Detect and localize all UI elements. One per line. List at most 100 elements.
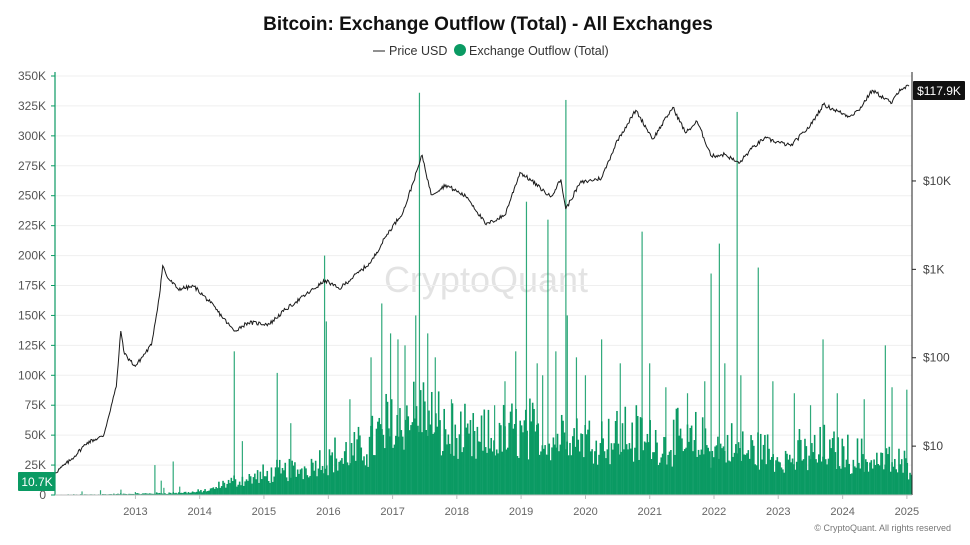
outflow-bar xyxy=(820,461,823,495)
outflow-bar xyxy=(791,458,794,495)
outflow-bar xyxy=(490,437,492,495)
outflow-bar xyxy=(766,434,769,495)
right-tick-label: $10K xyxy=(923,174,951,188)
outflow-spike xyxy=(370,357,372,495)
legend-label-outflow[interactable]: Exchange Outflow (Total) xyxy=(469,44,609,58)
outflow-bar xyxy=(260,479,263,495)
outflow-bar xyxy=(659,462,661,495)
outflow-bar xyxy=(323,473,325,495)
outflow-bar xyxy=(688,441,690,495)
outflow-bar xyxy=(768,448,770,495)
outflow-bar xyxy=(650,458,653,495)
outflow-bar xyxy=(750,435,752,495)
outflow-bar xyxy=(254,473,256,495)
left-tick-label: 275K xyxy=(18,159,46,173)
outflow-bar xyxy=(429,424,432,495)
outflow-bar xyxy=(317,468,320,495)
outflow-bar xyxy=(455,438,458,495)
outflow-bar xyxy=(735,444,737,495)
outflow-bar xyxy=(146,493,148,495)
outflow-bar xyxy=(847,434,849,495)
outflow-bar xyxy=(689,427,692,495)
outflow-bar xyxy=(690,425,693,495)
outflow-bar xyxy=(783,472,786,495)
outflow-bar xyxy=(616,410,618,495)
outflow-bar xyxy=(621,423,624,495)
left-tick-label: 325K xyxy=(18,99,46,113)
outflow-bar xyxy=(706,445,708,495)
outflow-bar xyxy=(798,429,801,495)
outflow-bar xyxy=(692,451,694,495)
outflow-bar xyxy=(227,479,230,495)
outflow-bar xyxy=(363,456,365,495)
outflow-bar xyxy=(526,430,528,495)
outflow-bar xyxy=(457,458,459,495)
outflow-bar xyxy=(506,447,509,495)
outflow-bar xyxy=(501,451,504,495)
outflow-bar xyxy=(910,474,913,495)
outflow-bar xyxy=(795,461,798,495)
outflow-bar xyxy=(737,442,740,495)
outflow-bar xyxy=(696,456,698,495)
outflow-bar xyxy=(844,467,846,495)
outflow-bar xyxy=(747,450,750,495)
outflow-bar xyxy=(714,446,716,495)
outflow-bar xyxy=(305,468,307,495)
outflow-bar xyxy=(895,469,897,495)
outflow-bar xyxy=(887,454,889,495)
outflow-bar xyxy=(623,449,625,495)
outflow-spike xyxy=(891,387,893,495)
outflow-bar xyxy=(570,455,573,495)
outflow-bar xyxy=(419,390,422,495)
outflow-bar xyxy=(497,453,499,495)
outflow-bar xyxy=(191,491,194,495)
outflow-bar xyxy=(638,459,640,495)
outflow-bar xyxy=(882,469,885,495)
outflow-bar xyxy=(858,462,860,495)
price-badge-label: $117.9K xyxy=(917,84,961,98)
outflow-bar xyxy=(845,459,848,495)
outflow-bar xyxy=(425,430,428,495)
outflow-bar xyxy=(678,435,680,495)
outflow-spike xyxy=(641,231,643,495)
outflow-bar xyxy=(537,423,539,495)
outflow-bar xyxy=(502,404,505,495)
outflow-bar xyxy=(500,425,502,495)
left-tick-label: 175K xyxy=(18,279,46,293)
outflow-spike xyxy=(686,393,689,495)
outflow-bar xyxy=(219,487,222,495)
outflow-bar xyxy=(653,452,656,495)
outflow-spike xyxy=(649,363,651,495)
outflow-bar xyxy=(266,470,269,495)
legend-label-price[interactable]: Price USD xyxy=(389,44,447,58)
outflow-spike xyxy=(566,315,568,495)
outflow-spike xyxy=(120,489,122,495)
outflow-bar xyxy=(396,414,398,495)
outflow-bar xyxy=(178,492,180,495)
outflow-bar xyxy=(258,482,260,495)
outflow-spike xyxy=(418,92,421,495)
outflow-bar xyxy=(352,455,354,495)
x-tick-label: 2018 xyxy=(445,506,469,518)
x-tick-label: 2022 xyxy=(702,506,726,518)
outflow-bar xyxy=(682,451,685,495)
x-tick-label: 2013 xyxy=(123,506,147,518)
outflow-bar xyxy=(596,464,599,495)
outflow-bar xyxy=(489,448,491,495)
outflow-bar xyxy=(602,438,604,495)
outflow-bar xyxy=(670,450,672,495)
outflow-bar xyxy=(454,424,457,495)
outflow-bar xyxy=(142,493,144,495)
outflow-bar xyxy=(186,493,188,495)
outflow-bar xyxy=(806,470,809,495)
outflow-bar xyxy=(222,480,224,495)
outflow-bar xyxy=(386,401,389,495)
outflow-bars xyxy=(55,92,913,496)
outflow-bar xyxy=(480,415,483,495)
outflow-bar xyxy=(263,476,266,495)
outflow-bar xyxy=(410,425,412,495)
outflow-bar xyxy=(436,426,439,495)
outflow-bar xyxy=(242,485,245,495)
left-tick-label: 75K xyxy=(25,398,46,412)
outflow-bar xyxy=(479,441,481,495)
